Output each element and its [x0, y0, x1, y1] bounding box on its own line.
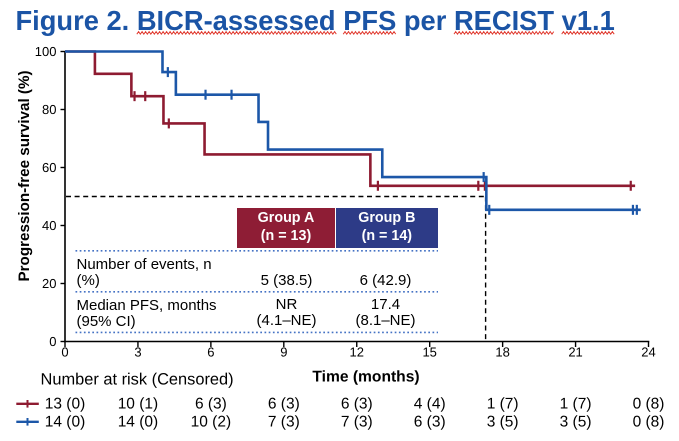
summary-row-events-label: Number of events, n (%): [76, 251, 238, 292]
summary-header-group-a: Group A (n = 13): [237, 208, 335, 248]
x-axis-title: Time (months): [312, 369, 419, 386]
summary-row-median: Median PFS, months (95% CI) NR (4.1–NE) 17…: [76, 292, 439, 332]
risk-count: 3 (5): [560, 413, 592, 430]
text-line: (n = 14): [361, 227, 413, 244]
risk-count: 6 (3): [268, 395, 300, 412]
risk-count: 0 (8): [633, 395, 665, 412]
x-tick-label: 6: [207, 345, 214, 360]
text-line: (n = 13): [260, 227, 312, 244]
title-word-misspelled: PFS: [343, 4, 397, 36]
spellcheck-squiggle: [342, 30, 397, 36]
x-tick-label: 12: [350, 345, 364, 360]
risk-count: 4 (4): [414, 395, 446, 412]
x-tick-label: 3: [134, 345, 141, 360]
risk-count: 6 (3): [414, 413, 446, 430]
title-text: per: [396, 4, 454, 36]
y-tick-label: 60: [42, 160, 56, 175]
text-line: 6 (42.9): [359, 271, 412, 289]
title-word-misspelled: v1.1: [561, 4, 615, 36]
summary-events-group-b: 6 (42.9): [336, 251, 436, 292]
risk-count: 6 (3): [195, 395, 227, 412]
spellcheck-squiggle: [136, 30, 337, 36]
text-line: 5 (38.5): [260, 271, 313, 289]
text-line: NR: [275, 296, 298, 314]
y-tick-label: 0: [49, 334, 56, 349]
text-line: Group B: [358, 209, 416, 226]
risk-count: 3 (5): [487, 413, 519, 430]
x-tick-label: 18: [495, 345, 509, 360]
risk-count: 10 (2): [191, 413, 232, 430]
risk-count: 14 (0): [118, 413, 159, 430]
risk-count: 7 (3): [341, 413, 373, 430]
summary-header-group-b: Group B (n = 14): [335, 208, 439, 248]
text-line: Median PFS, months: [76, 296, 217, 314]
x-tick-label: 9: [280, 345, 287, 360]
text-line: (8.1–NE): [355, 312, 416, 329]
summary-events-group-a: 5 (38.5): [238, 251, 336, 292]
summary-table-header-row: Group A (n = 13) Group B (n = 14): [237, 208, 439, 248]
y-tick-label: 80: [42, 102, 56, 117]
y-tick-label: 20: [42, 276, 56, 291]
x-tick-label: 21: [568, 345, 582, 360]
text-line: (95% CI): [76, 312, 136, 330]
km-curve-group-b: [65, 50, 641, 212]
x-tick-label: 15: [422, 345, 436, 360]
x-tick-label: 0: [61, 345, 68, 360]
risk-count: 1 (7): [560, 395, 592, 412]
title-text: Figure 2.: [15, 4, 137, 36]
figure-title: Figure 2. BICR-assessed PFS per RECIST v…: [15, 4, 615, 36]
spellcheck-squiggle: [561, 30, 615, 36]
spellcheck-squiggle: [453, 30, 555, 36]
risk-count: 14 (0): [45, 413, 86, 430]
title-word-misspelled: BICR-assessed: [136, 4, 336, 36]
summary-row-events: Number of events, n (%) 5 (38.5) 6 (42.9): [76, 251, 439, 292]
title-word-misspelled: RECIST: [453, 4, 555, 36]
risk-count: 0 (8): [633, 413, 665, 430]
risk-count: 6 (3): [341, 395, 373, 412]
text-line: 17.4: [370, 296, 401, 314]
y-axis-title: Progression-free survival (%): [16, 70, 33, 281]
text-line: Number of events, n: [76, 255, 212, 273]
summary-median-group-a: NR (4.1–NE): [238, 292, 336, 332]
km-curve-group-a: [65, 50, 636, 188]
risk-count: 7 (3): [268, 413, 300, 430]
text-line: Group A: [257, 209, 315, 226]
risk-count: 10 (1): [118, 395, 159, 412]
text-line: (%): [76, 271, 100, 289]
y-tick-label: 100: [35, 44, 57, 59]
summary-row-median-label: Median PFS, months (95% CI): [76, 292, 238, 332]
text-line: (4.1–NE): [256, 312, 317, 329]
summary-median-group-b: 17.4 (8.1–NE): [336, 292, 436, 332]
risk-count: 1 (7): [487, 395, 519, 412]
number-at-risk-title: Number at risk (Censored): [41, 371, 234, 389]
x-tick-label: 24: [641, 345, 655, 360]
y-tick-label: 40: [42, 218, 56, 233]
risk-count: 13 (0): [45, 395, 86, 412]
